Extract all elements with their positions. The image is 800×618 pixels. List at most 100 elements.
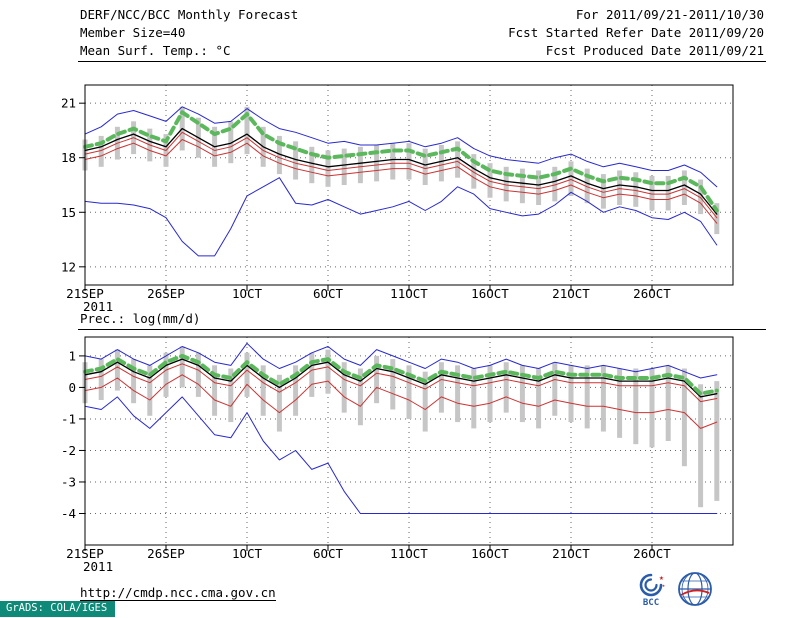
red-upper-line bbox=[84, 363, 718, 403]
ensemble-spread-bar bbox=[422, 148, 428, 185]
ensemble-spread-bar bbox=[568, 161, 574, 196]
x-tick-label: 26OCT bbox=[633, 546, 671, 561]
fcst-produced-label: Fcst Produced Date 2011/09/21 bbox=[545, 43, 764, 58]
ensemble-spread-bar bbox=[309, 352, 315, 397]
ensemble-spread-bar bbox=[665, 175, 671, 211]
x-tick-label: 6OCT bbox=[313, 546, 344, 561]
ensemble-spread-bar bbox=[487, 163, 493, 198]
ensemble-spread-bar bbox=[649, 175, 655, 211]
ensemble-spread-bar bbox=[325, 349, 331, 394]
ensemble-spread-bar bbox=[293, 365, 299, 416]
x-tick-label: 21SEP bbox=[66, 546, 104, 561]
green-dashed-line bbox=[83, 353, 719, 396]
ensemble-spread-bar bbox=[649, 368, 655, 448]
ensemble-spread-bar bbox=[552, 166, 558, 202]
precip-divider bbox=[78, 329, 766, 330]
ensemble-spread-bar bbox=[390, 359, 396, 410]
ensemble-spread-bar bbox=[552, 362, 558, 416]
grads-credit: GrADS: COLA/IGES bbox=[0, 601, 116, 617]
blue-lower-line bbox=[84, 396, 718, 514]
ensemble-spread-bar bbox=[114, 349, 120, 391]
black-line bbox=[84, 127, 718, 215]
ensemble-spread-bar bbox=[714, 203, 720, 235]
y-tick-label: 21 bbox=[61, 96, 76, 111]
ensemble-spread-bar bbox=[568, 365, 574, 423]
logos: ★ ★ BCC bbox=[636, 570, 714, 608]
ensemble-spread-bar bbox=[438, 145, 444, 182]
y-tick-label: 12 bbox=[61, 259, 76, 274]
x-tick-label: 26SEP bbox=[147, 546, 185, 561]
ensemble-spread-bar bbox=[471, 368, 477, 429]
ensemble-spread-bar bbox=[195, 352, 201, 397]
ensemble-spread-bar bbox=[455, 365, 461, 423]
y-tick-label: 15 bbox=[61, 205, 76, 220]
red-upper-line bbox=[84, 131, 718, 219]
x-tick-sublabel: 2011 bbox=[83, 299, 113, 314]
ensemble-spread-bar bbox=[536, 170, 542, 205]
website-link[interactable]: http://cmdp.ncc.cma.gov.cn bbox=[80, 585, 276, 601]
ensemble-spread-bar bbox=[536, 368, 542, 429]
ensemble-spread-bar bbox=[471, 154, 477, 189]
ensemble-spread-bar bbox=[374, 145, 380, 182]
ensemble-spread-bar bbox=[503, 166, 509, 202]
x-tick-label: 1OCT bbox=[232, 286, 263, 301]
ensemble-spread-bar bbox=[309, 146, 315, 184]
ensemble-spread-bar bbox=[698, 179, 704, 215]
svg-text:★: ★ bbox=[662, 583, 665, 589]
ensemble-spread-bar bbox=[519, 365, 525, 423]
ensemble-spread-bar bbox=[455, 141, 461, 178]
ensemble-spread-bar bbox=[665, 365, 671, 441]
y-tick-label: -1 bbox=[61, 411, 76, 426]
ensemble-spread-bar bbox=[617, 368, 623, 438]
ensemble-spread-bar bbox=[584, 168, 590, 204]
ensemble-spread-bar bbox=[293, 141, 299, 180]
forecast-range-label: For 2011/09/21-2011/10/30 bbox=[575, 7, 764, 22]
ensemble-spread-bar bbox=[503, 362, 509, 413]
y-tick-label: 0 bbox=[68, 380, 76, 395]
footer-url-wrap: http://cmdp.ncc.cma.gov.cn bbox=[80, 582, 276, 601]
ensemble-spread-bar bbox=[244, 106, 250, 155]
ensemble-spread-bar bbox=[147, 365, 153, 416]
ensemble-spread-bar bbox=[276, 135, 282, 175]
ensemble-spread-bar bbox=[698, 384, 704, 508]
x-tick-label: 11OCT bbox=[390, 286, 428, 301]
y-tick-label: -3 bbox=[61, 474, 76, 489]
x-tick-sublabel: 2011 bbox=[83, 559, 113, 574]
ensemble-spread-bar bbox=[228, 121, 234, 164]
ensemble-spread-bar bbox=[600, 174, 606, 209]
ensemble-spread-bar bbox=[714, 381, 720, 501]
black-line bbox=[84, 358, 718, 398]
ensemble-spread-bar bbox=[681, 368, 687, 467]
bcc-logo: ★ ★ BCC bbox=[636, 572, 666, 608]
fcst-started-label: Fcst Started Refer Date 2011/09/20 bbox=[508, 25, 764, 40]
x-tick-label: 26OCT bbox=[633, 286, 671, 301]
ensemble-spread-bar bbox=[406, 143, 412, 180]
ensemble-spread-bar bbox=[406, 365, 412, 419]
ensemble-spread-bar bbox=[681, 170, 687, 205]
ensemble-spread-bar bbox=[633, 368, 639, 445]
x-tick-label: 11OCT bbox=[390, 546, 428, 561]
ensemble-spread-bar bbox=[374, 355, 380, 404]
ensemble-spread-bar bbox=[179, 346, 185, 388]
x-tick-label: 21OCT bbox=[552, 286, 590, 301]
ensemble-spread-bar bbox=[633, 172, 639, 207]
ensemble-spread-bar bbox=[341, 148, 347, 185]
x-tick-label: 26SEP bbox=[147, 286, 185, 301]
y-tick-label: -2 bbox=[61, 443, 76, 458]
ensemble-spread-bar bbox=[163, 352, 169, 397]
ensemble-spread-bar bbox=[617, 170, 623, 205]
red-lower-line bbox=[84, 139, 718, 224]
y-tick-label: -4 bbox=[61, 506, 76, 521]
x-tick-label: 21OCT bbox=[552, 546, 590, 561]
red-lower-line bbox=[84, 374, 718, 429]
ensemble-spread-bar bbox=[260, 365, 266, 416]
ensemble-spread-bar bbox=[438, 362, 444, 413]
x-tick-label: 6OCT bbox=[313, 286, 344, 301]
ensemble-spread-bar bbox=[600, 365, 606, 432]
header-divider bbox=[78, 61, 766, 62]
x-tick-label: 16OCT bbox=[471, 286, 509, 301]
y-tick-label: 18 bbox=[61, 150, 76, 165]
y-tick-label: 1 bbox=[68, 348, 76, 363]
page-title: DERF/NCC/BCC Monthly Forecast bbox=[80, 7, 299, 22]
blue-upper-line bbox=[84, 342, 718, 379]
